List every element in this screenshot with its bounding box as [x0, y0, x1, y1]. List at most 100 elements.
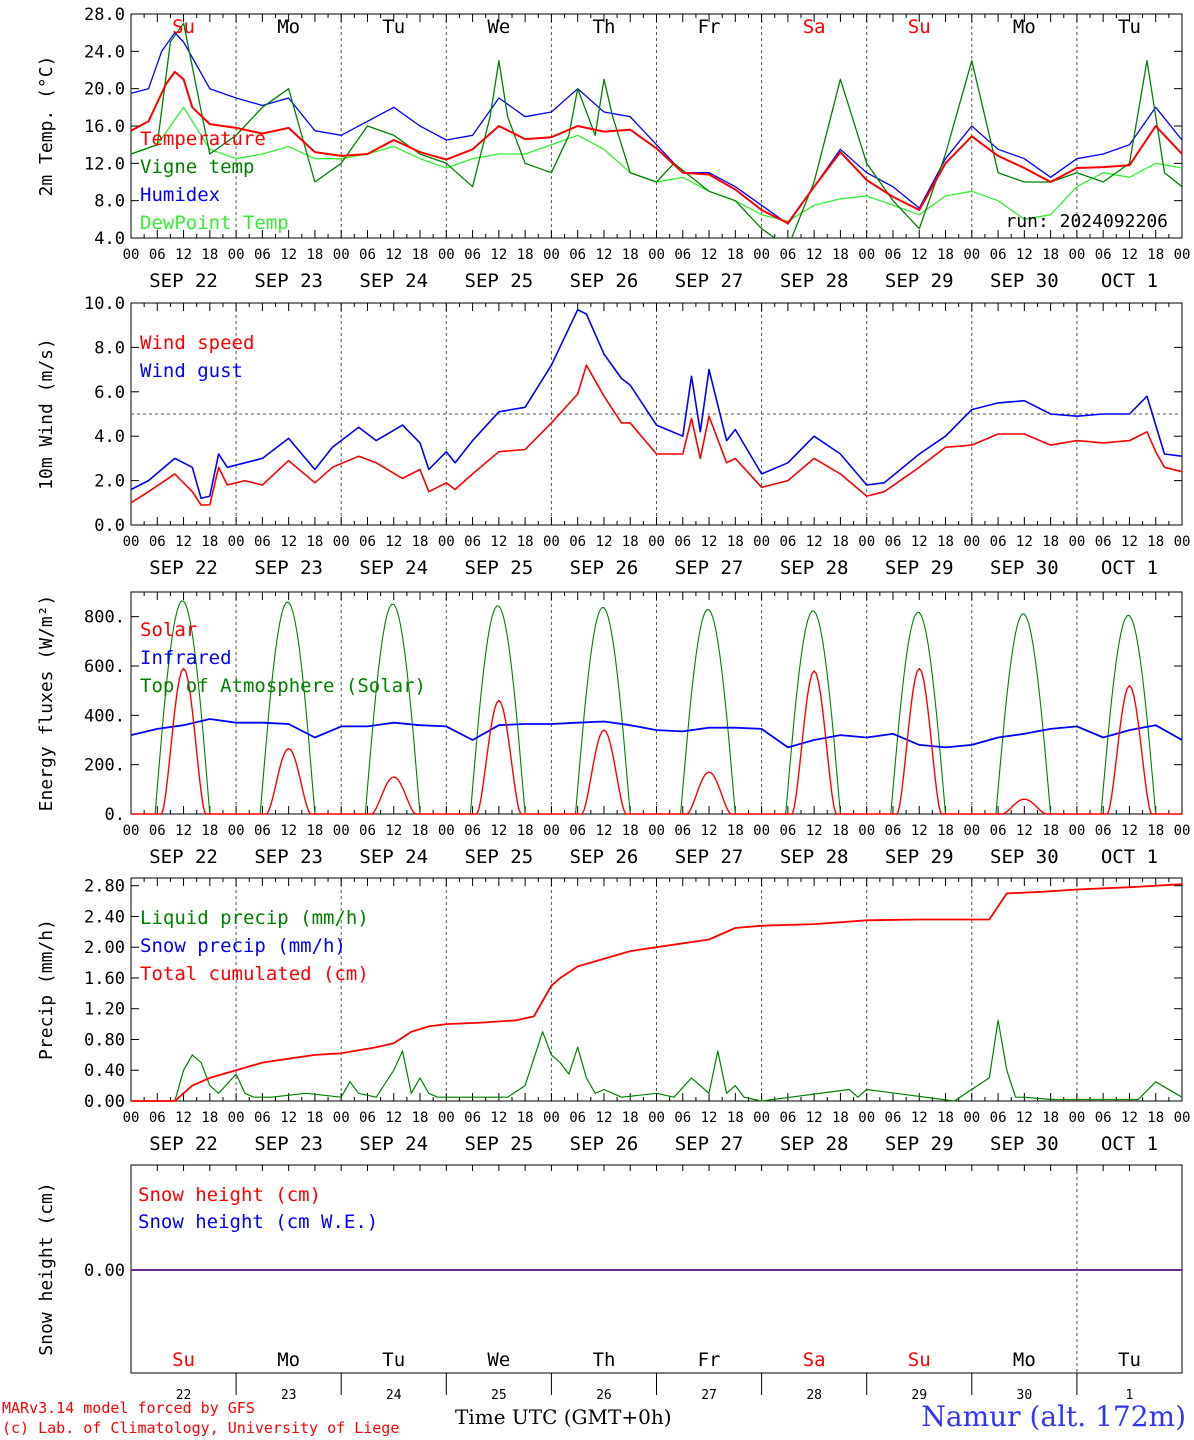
hour-tick-label: 00 [123, 247, 140, 263]
hour-tick-label: 12 [1121, 247, 1138, 263]
hour-tick-label: 12 [385, 1110, 402, 1126]
hour-tick-label: 06 [569, 823, 586, 839]
weekday-label: Tu [382, 1349, 405, 1371]
hour-tick-label: 00 [753, 247, 770, 263]
hour-tick-label: 06 [254, 534, 271, 550]
panel-0-frame [130, 13, 1183, 239]
hour-tick-label: 18 [201, 247, 218, 263]
y-tick-label: 0.0 [94, 516, 125, 536]
hour-tick-label: 12 [701, 1110, 718, 1126]
hour-tick-label: 12 [1016, 247, 1033, 263]
hour-tick-label: 12 [701, 823, 718, 839]
hour-tick-label: 06 [990, 534, 1007, 550]
series-line-vigne-temp [131, 22, 1182, 238]
hour-tick-label: 06 [254, 1110, 271, 1126]
y-tick-label: 2.40 [84, 907, 125, 927]
hour-tick-label: 06 [464, 534, 481, 550]
hour-tick-label: 06 [149, 823, 166, 839]
hour-tick-label: 06 [885, 823, 902, 839]
hour-tick-label: 18 [727, 534, 744, 550]
x-axis-title: Time UTC (GMT+0h) [455, 1405, 672, 1429]
hour-tick-label: 18 [201, 823, 218, 839]
hour-tick-label: 12 [280, 534, 297, 550]
date-label: SEP 25 [465, 846, 534, 868]
hour-tick-label: 06 [1095, 534, 1112, 550]
y-tick-label: 10.0 [84, 294, 125, 314]
hour-tick-label: 00 [963, 823, 980, 839]
hour-tick-label: 18 [201, 1110, 218, 1126]
y-tick-label: 2.80 [84, 877, 125, 897]
hour-tick-label: 06 [885, 534, 902, 550]
hour-tick-label: 18 [1147, 823, 1164, 839]
weekday-label: Tu [382, 16, 405, 38]
hour-tick-label: 00 [228, 1110, 245, 1126]
series-line-temperature [131, 70, 1182, 225]
day-number-label: 1 [1126, 1388, 1134, 1403]
hour-tick-label: 18 [727, 823, 744, 839]
hour-tick-label: 00 [858, 1110, 875, 1126]
date-label: SEP 26 [570, 270, 639, 292]
hour-tick-label: 00 [1068, 247, 1085, 263]
date-label: SEP 24 [359, 270, 428, 292]
hour-tick-label: 18 [306, 247, 323, 263]
hour-tick-label: 00 [228, 247, 245, 263]
hour-tick-label: 06 [464, 823, 481, 839]
hour-tick-label: 00 [1174, 247, 1191, 263]
hour-tick-label: 18 [306, 823, 323, 839]
hour-tick-label: 06 [359, 823, 376, 839]
y-tick-label: 4.0 [94, 427, 125, 447]
series-line-solar [131, 667, 1182, 815]
hour-tick-label: 00 [1068, 1110, 1085, 1126]
hour-tick-label: 18 [517, 534, 534, 550]
hour-tick-label: 12 [175, 1110, 192, 1126]
date-label: SEP 25 [465, 1133, 534, 1155]
run-id: run: 2024092206 [1005, 211, 1168, 232]
date-label: SEP 28 [780, 557, 849, 579]
hour-tick-label: 00 [1174, 823, 1191, 839]
hour-tick-label: 18 [1042, 823, 1059, 839]
date-label: SEP 24 [359, 846, 428, 868]
hour-tick-label: 00 [963, 1110, 980, 1126]
hour-tick-label: 12 [806, 247, 823, 263]
hour-tick-label: 12 [911, 247, 928, 263]
hour-tick-label: 06 [569, 534, 586, 550]
hour-tick-label: 06 [990, 823, 1007, 839]
hour-tick-label: 06 [464, 247, 481, 263]
day-number-label: 24 [386, 1388, 402, 1403]
legend-dewpoint-temp: DewPoint Temp [140, 212, 289, 234]
hour-tick-label: 00 [543, 1110, 560, 1126]
hour-tick-label: 06 [569, 1110, 586, 1126]
hour-tick-label: 00 [648, 823, 665, 839]
hour-tick-label: 00 [543, 823, 560, 839]
hour-tick-label: 18 [832, 823, 849, 839]
weekday-label: Su [908, 1349, 931, 1371]
weekday-label: We [487, 16, 510, 38]
hour-tick-label: 06 [779, 823, 796, 839]
y-axis-label: 10m Wind (m/s) [36, 338, 57, 490]
hour-tick-label: 06 [674, 1110, 691, 1126]
hour-tick-label: 06 [149, 1110, 166, 1126]
legend-total-cumulated-cm: Total cumulated (cm) [140, 963, 369, 985]
hour-tick-label: 06 [674, 247, 691, 263]
hour-tick-label: 12 [385, 534, 402, 550]
hour-tick-label: 06 [990, 247, 1007, 263]
hour-tick-label: 12 [490, 1110, 507, 1126]
hour-tick-label: 12 [490, 534, 507, 550]
hour-tick-label: 18 [1042, 534, 1059, 550]
hour-tick-label: 06 [149, 247, 166, 263]
hour-tick-label: 00 [333, 534, 350, 550]
y-tick-label: 12.0 [84, 154, 125, 174]
hour-tick-label: 00 [858, 534, 875, 550]
hour-tick-label: 06 [569, 247, 586, 263]
hour-tick-label: 12 [175, 534, 192, 550]
date-label: SEP 27 [675, 270, 744, 292]
hour-tick-label: 18 [937, 247, 954, 263]
day-number-label: 29 [911, 1388, 927, 1403]
station-name: Namur (alt. 172m) [921, 1400, 1186, 1433]
hour-tick-label: 00 [543, 534, 560, 550]
hour-tick-label: 00 [438, 823, 455, 839]
weekday-label: Th [593, 16, 616, 38]
hour-tick-label: 06 [1095, 247, 1112, 263]
y-tick-label: 2.0 [94, 472, 125, 492]
